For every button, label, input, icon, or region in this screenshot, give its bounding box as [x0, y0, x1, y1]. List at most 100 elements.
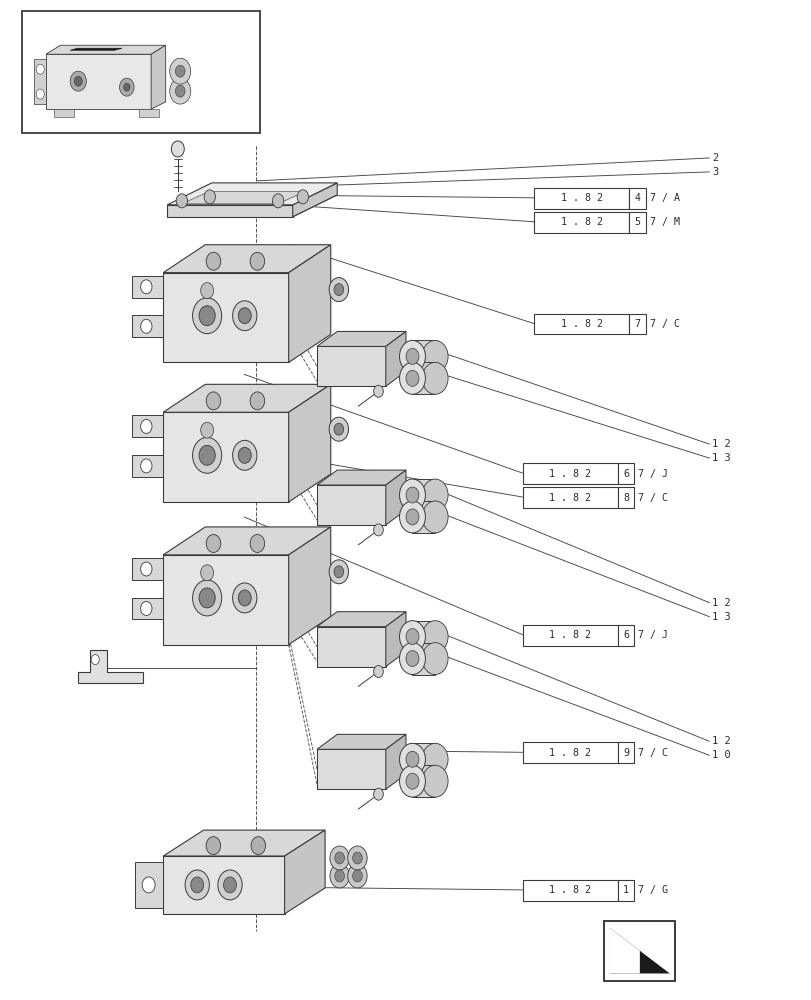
Polygon shape: [316, 627, 385, 667]
Circle shape: [250, 252, 264, 270]
Circle shape: [91, 655, 99, 665]
Circle shape: [191, 877, 204, 893]
Polygon shape: [412, 643, 435, 675]
Circle shape: [422, 362, 448, 394]
Polygon shape: [385, 470, 406, 525]
Circle shape: [334, 852, 344, 864]
Circle shape: [70, 71, 86, 91]
Polygon shape: [139, 109, 159, 117]
Circle shape: [406, 629, 418, 645]
Circle shape: [175, 65, 185, 77]
Circle shape: [329, 864, 349, 888]
Text: 7 / G: 7 / G: [637, 885, 667, 895]
Polygon shape: [316, 346, 385, 386]
Circle shape: [399, 765, 425, 797]
Circle shape: [328, 417, 348, 441]
Text: 5: 5: [633, 217, 640, 227]
Polygon shape: [132, 315, 163, 337]
Circle shape: [399, 362, 425, 394]
Circle shape: [223, 877, 236, 893]
Bar: [629, 314, 645, 334]
Polygon shape: [316, 331, 406, 346]
Text: 7 / J: 7 / J: [637, 630, 667, 640]
Circle shape: [175, 85, 185, 97]
Bar: [522, 742, 617, 763]
Circle shape: [406, 751, 418, 767]
Polygon shape: [132, 455, 163, 477]
Text: 1 . 8 2: 1 . 8 2: [560, 319, 602, 329]
Polygon shape: [412, 362, 435, 394]
Bar: [522, 487, 617, 508]
Circle shape: [373, 788, 383, 800]
Bar: [522, 880, 617, 901]
Circle shape: [140, 419, 152, 433]
Circle shape: [217, 870, 242, 900]
Bar: [533, 212, 629, 233]
Polygon shape: [163, 856, 285, 914]
Polygon shape: [288, 245, 330, 362]
Bar: [522, 625, 617, 646]
Circle shape: [192, 437, 221, 473]
Polygon shape: [412, 340, 435, 372]
Text: 2: 2: [711, 153, 717, 163]
Circle shape: [406, 509, 418, 525]
Circle shape: [250, 392, 264, 410]
Circle shape: [406, 651, 418, 667]
Circle shape: [119, 78, 134, 96]
Circle shape: [406, 370, 418, 386]
Circle shape: [200, 422, 213, 438]
Circle shape: [238, 447, 251, 463]
Text: 4: 4: [633, 193, 640, 203]
Text: 1 . 8 2: 1 . 8 2: [548, 493, 590, 503]
Circle shape: [74, 76, 82, 86]
Text: 3: 3: [711, 167, 717, 177]
Text: 1 2: 1 2: [711, 598, 730, 608]
Bar: [603, 921, 675, 981]
Circle shape: [140, 319, 152, 333]
Polygon shape: [285, 830, 324, 914]
Polygon shape: [132, 598, 163, 619]
Polygon shape: [167, 183, 337, 205]
Text: 9: 9: [622, 748, 629, 758]
Polygon shape: [288, 527, 330, 645]
Text: 1 . 8 2: 1 . 8 2: [548, 630, 590, 640]
Circle shape: [333, 566, 343, 578]
Polygon shape: [412, 765, 435, 797]
Circle shape: [328, 560, 348, 584]
Circle shape: [140, 459, 152, 473]
Circle shape: [422, 743, 448, 775]
Polygon shape: [316, 485, 385, 525]
Polygon shape: [316, 470, 406, 485]
Text: 7 / C: 7 / C: [649, 319, 679, 329]
Polygon shape: [163, 555, 288, 645]
Polygon shape: [151, 45, 165, 109]
Polygon shape: [288, 384, 330, 502]
Polygon shape: [385, 612, 406, 667]
Circle shape: [169, 58, 191, 84]
Text: 1 . 8 2: 1 . 8 2: [560, 193, 602, 203]
Circle shape: [422, 340, 448, 372]
Circle shape: [199, 445, 215, 465]
Bar: [603, 921, 675, 981]
Polygon shape: [167, 195, 337, 217]
Circle shape: [140, 280, 152, 294]
Polygon shape: [609, 928, 669, 973]
Circle shape: [406, 348, 418, 364]
Circle shape: [36, 64, 45, 74]
Text: 1 2: 1 2: [711, 439, 730, 449]
Bar: [617, 463, 633, 484]
Bar: [533, 188, 629, 209]
Circle shape: [422, 765, 448, 797]
Circle shape: [192, 298, 221, 334]
Polygon shape: [78, 650, 143, 683]
Circle shape: [171, 141, 184, 157]
Polygon shape: [412, 501, 435, 533]
Polygon shape: [412, 479, 435, 511]
Polygon shape: [54, 109, 74, 117]
Circle shape: [399, 743, 425, 775]
Text: 1 2: 1 2: [711, 736, 730, 746]
Circle shape: [333, 423, 343, 435]
Circle shape: [422, 643, 448, 675]
Circle shape: [185, 870, 209, 900]
Circle shape: [329, 846, 349, 870]
